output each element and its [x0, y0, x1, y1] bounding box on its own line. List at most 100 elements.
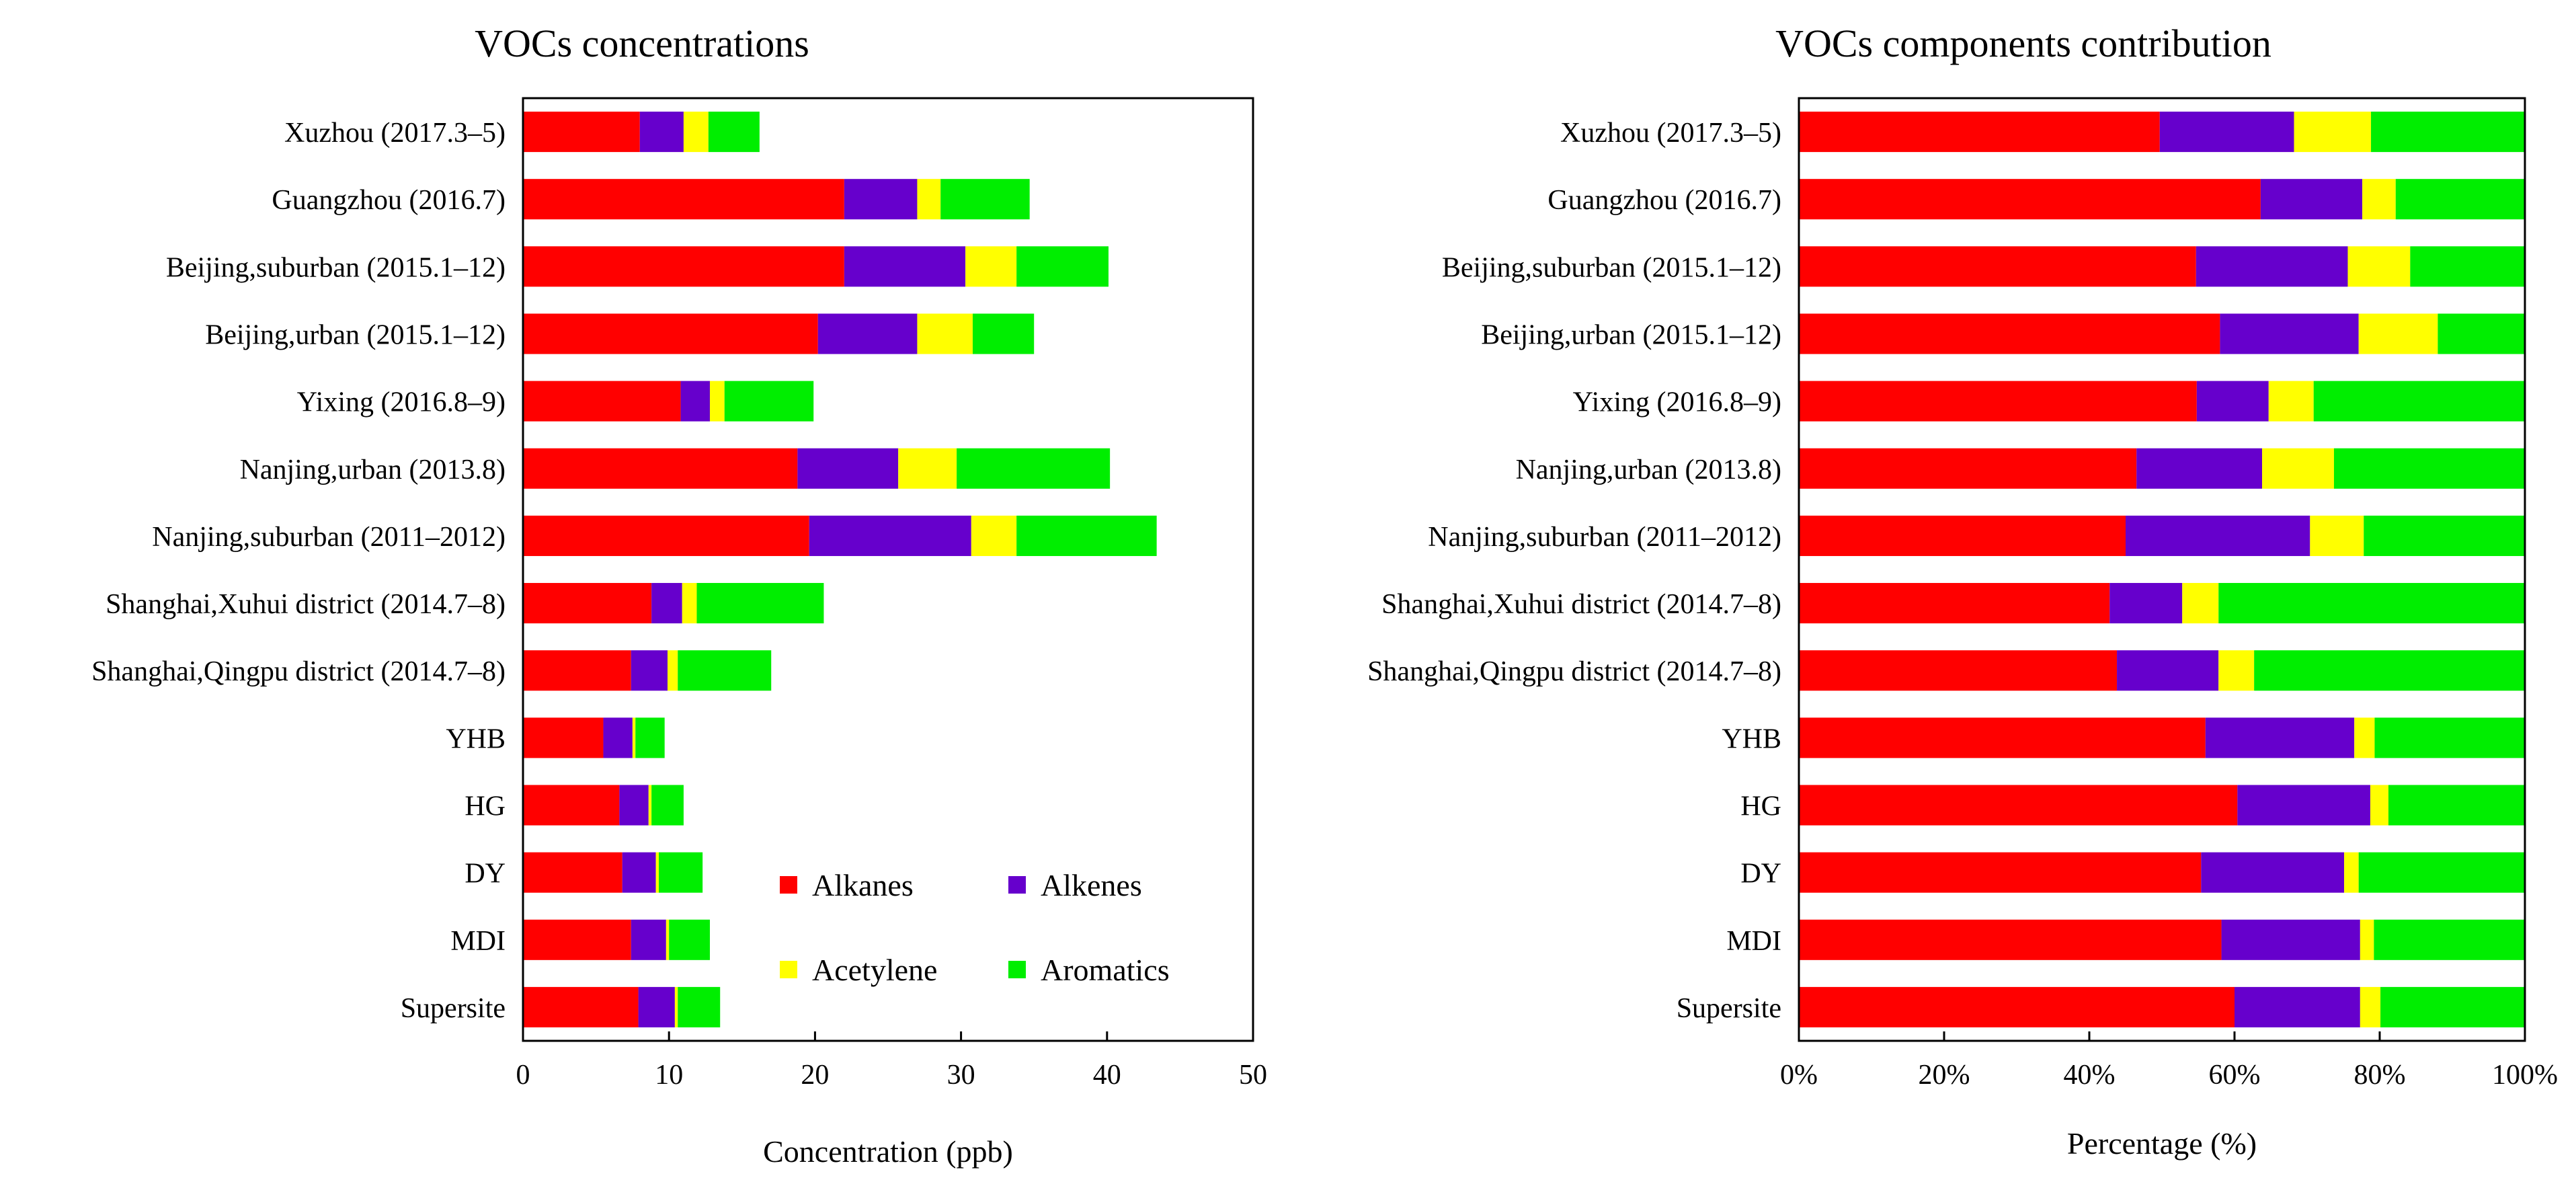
- bar-acetylene-beijing-suburban-2015-1-12: [965, 246, 1017, 287]
- bar-acetylene-guangzhou-2016-7: [917, 179, 941, 220]
- bar-alkenes-nanjing-suburban-2011-2012: [2126, 515, 2310, 556]
- concentration-chart: VOCs concentrations Xuzhou (2017.3–5) Guan…: [91, 22, 1267, 1169]
- x-axis-label: Concentration (ppb): [763, 1134, 1013, 1169]
- legend-label-alkanes: Alkanes: [812, 868, 914, 902]
- bar-alkanes-supersite: [523, 986, 639, 1027]
- bar-acetylene-dy: [655, 852, 659, 893]
- bar-alkanes-yhb: [1799, 717, 2206, 758]
- bar-alkanes-mdi: [523, 919, 631, 960]
- bar-acetylene-beijing-urban-2015-1-12: [917, 313, 973, 354]
- bar-aromatics-shanghai-qingpu-district-2014-7-8: [678, 650, 772, 691]
- bar-alkenes-yhb: [603, 717, 633, 758]
- bar-aromatics-supersite: [678, 986, 721, 1027]
- bar-alkanes-shanghai-xuhui-district-2014-7-8: [523, 583, 652, 624]
- bar-aromatics-yixing-2016-8-9: [724, 381, 814, 422]
- bar-alkenes-yixing-2016-8-9: [680, 381, 711, 422]
- category-label: Beijing,urban (2015.1–12): [1481, 320, 1781, 351]
- bar-alkenes-beijing-urban-2015-1-12: [2220, 313, 2359, 354]
- bar-acetylene-dy: [2344, 852, 2359, 893]
- bar-alkenes-shanghai-qingpu-district-2014-7-8: [2117, 650, 2219, 691]
- category-label: YHB: [446, 723, 506, 754]
- category-label: HG: [1740, 791, 1781, 822]
- category-label: Nanjing,urban (2013.8): [240, 455, 506, 485]
- chart-title: VOCs concentrations: [475, 22, 809, 65]
- bar-alkenes-yhb: [2205, 717, 2355, 758]
- bar-aromatics-yixing-2016-8-9: [2313, 381, 2525, 422]
- bar-aromatics-nanjing-urban-2013-8: [957, 448, 1111, 489]
- category-label: Shanghai,Xuhui district (2014.7–8): [1381, 589, 1781, 620]
- bar-acetylene-yhb: [2354, 717, 2375, 758]
- bar-acetylene-shanghai-qingpu-district-2014-7-8: [2218, 650, 2255, 691]
- bar-alkenes-guangzhou-2016-7: [2260, 179, 2363, 220]
- bar-alkenes-xuzhou-2017-3-5: [639, 112, 684, 153]
- bar-alkenes-dy: [2201, 852, 2345, 893]
- bar-alkanes-mdi: [1799, 919, 2222, 960]
- bar-acetylene-mdi: [2360, 919, 2374, 960]
- bar-aromatics-xuzhou-2017-3-5: [2371, 112, 2525, 153]
- bar-acetylene-xuzhou-2017-3-5: [2294, 112, 2372, 153]
- contribution-chart: VOCs components contribution Xuzhou (2017…: [1367, 22, 2558, 1161]
- category-label: Supersite: [1677, 993, 1781, 1024]
- legend-swatch-alkanes: [780, 876, 797, 894]
- category-label: Shanghai,Qingpu district (2014.7–8): [1367, 656, 1781, 687]
- bar-alkanes-dy: [523, 852, 622, 893]
- bar-aromatics-shanghai-xuhui-district-2014-7-8: [2218, 583, 2525, 624]
- bar-aromatics-mdi: [2374, 919, 2525, 960]
- bar-alkenes-beijing-suburban-2015-1-12: [844, 246, 966, 287]
- chart-title: VOCs components contribution: [1775, 22, 2271, 65]
- bar-aromatics-dy: [658, 852, 703, 893]
- bar-aromatics-shanghai-qingpu-district-2014-7-8: [2254, 650, 2525, 691]
- bar-alkanes-nanjing-urban-2013-8: [1799, 448, 2137, 489]
- bar-alkenes-shanghai-qingpu-district-2014-7-8: [631, 650, 668, 691]
- bar-acetylene-nanjing-suburban-2011-2012: [971, 515, 1017, 556]
- bar-alkanes-supersite: [1799, 986, 2235, 1027]
- bar-acetylene-supersite: [674, 986, 678, 1027]
- bar-aromatics-nanjing-urban-2013-8: [2333, 448, 2525, 489]
- category-label: Beijing,suburban (2015.1–12): [1442, 252, 1781, 283]
- bar-aromatics-supersite: [2380, 986, 2525, 1027]
- category-label: HG: [465, 791, 506, 822]
- x-tick-label: 100%: [2492, 1060, 2558, 1091]
- bar-acetylene-hg: [2370, 785, 2388, 826]
- category-label: Beijing,urban (2015.1–12): [205, 320, 506, 351]
- bar-alkenes-guangzhou-2016-7: [844, 179, 918, 220]
- x-tick-label: 50: [1239, 1060, 1267, 1091]
- category-label: YHB: [1722, 723, 1781, 754]
- bar-aromatics-xuzhou-2017-3-5: [708, 112, 760, 153]
- bar-alkanes-guangzhou-2016-7: [523, 179, 844, 220]
- x-tick-label: 40%: [2064, 1060, 2116, 1091]
- bar-alkanes-xuzhou-2017-3-5: [1799, 112, 2160, 153]
- bar-alkanes-yixing-2016-8-9: [523, 381, 681, 422]
- category-label: Nanjing,suburban (2011–2012): [1428, 522, 1781, 553]
- bar-alkanes-nanjing-suburban-2011-2012: [523, 515, 809, 556]
- bar-alkanes-xuzhou-2017-3-5: [523, 112, 640, 153]
- legend-label-alkenes: Alkenes: [1041, 868, 1142, 902]
- bar-acetylene-shanghai-xuhui-district-2014-7-8: [2182, 583, 2219, 624]
- category-label: Shanghai,Xuhui district (2014.7–8): [106, 589, 506, 620]
- x-tick-label: 30: [947, 1060, 975, 1091]
- bar-acetylene-nanjing-urban-2013-8: [2262, 448, 2334, 489]
- bar-acetylene-beijing-suburban-2015-1-12: [2347, 246, 2411, 287]
- bar-acetylene-guangzhou-2016-7: [2362, 179, 2396, 220]
- bar-alkanes-nanjing-suburban-2011-2012: [1799, 515, 2126, 556]
- bar-alkenes-hg: [619, 785, 649, 826]
- bar-aromatics-dy: [2358, 852, 2525, 893]
- bar-alkanes-beijing-urban-2015-1-12: [1799, 313, 2220, 354]
- bar-acetylene-supersite: [2360, 986, 2381, 1027]
- bar-aromatics-beijing-urban-2015-1-12: [972, 313, 1035, 354]
- bar-acetylene-mdi: [666, 919, 670, 960]
- x-tick-label: 10: [655, 1060, 683, 1091]
- bar-alkenes-mdi: [631, 919, 666, 960]
- x-tick-label: 20%: [1919, 1060, 1970, 1091]
- bar-aromatics-mdi: [669, 919, 711, 960]
- bar-aromatics-beijing-suburban-2015-1-12: [2410, 246, 2525, 287]
- legend-swatch-aromatics: [1008, 961, 1026, 978]
- bar-aromatics-yhb: [635, 717, 665, 758]
- bar-acetylene-xuzhou-2017-3-5: [683, 112, 709, 153]
- bar-aromatics-yhb: [2374, 717, 2525, 758]
- bar-alkanes-yixing-2016-8-9: [1799, 381, 2197, 422]
- category-label: Guangzhou (2016.7): [272, 185, 506, 216]
- bar-acetylene-hg: [648, 785, 652, 826]
- bar-alkanes-shanghai-xuhui-district-2014-7-8: [1799, 583, 2110, 624]
